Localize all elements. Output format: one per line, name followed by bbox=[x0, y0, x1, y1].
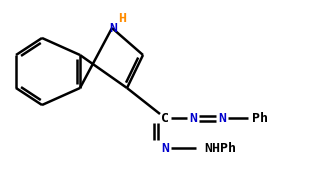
Text: N: N bbox=[189, 112, 197, 124]
Text: N: N bbox=[161, 141, 169, 155]
Text: H: H bbox=[118, 12, 126, 25]
Text: NHPh: NHPh bbox=[204, 141, 236, 155]
Text: N: N bbox=[109, 23, 117, 36]
Text: Ph: Ph bbox=[252, 112, 268, 124]
Text: N: N bbox=[218, 112, 226, 124]
Text: C: C bbox=[161, 112, 169, 124]
